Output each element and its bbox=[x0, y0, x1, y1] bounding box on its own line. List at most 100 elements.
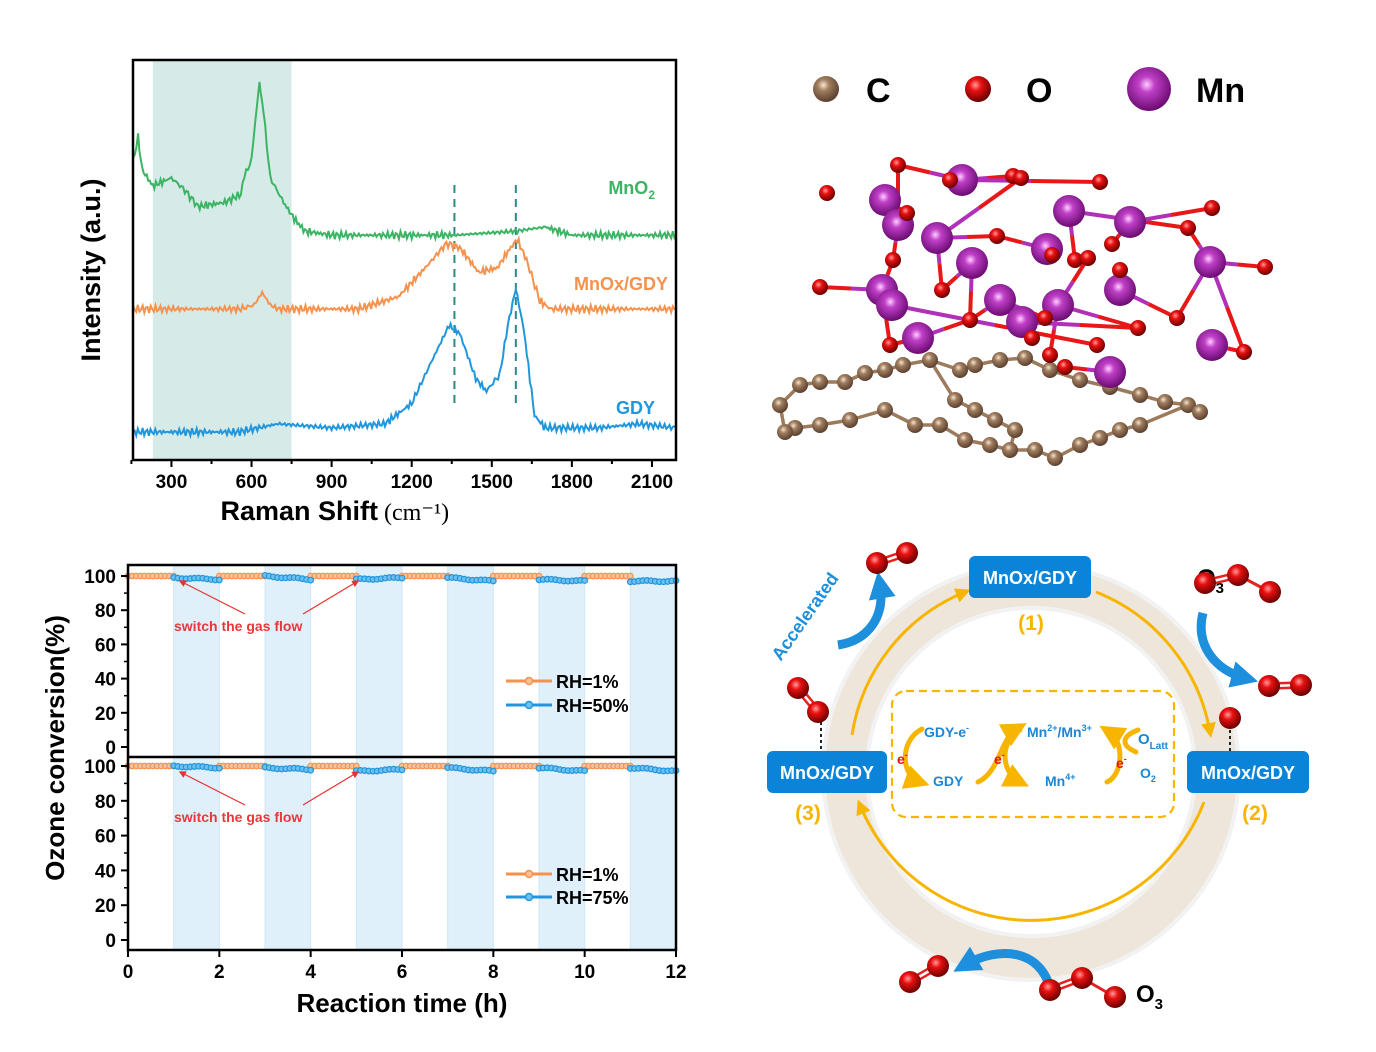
gdy-e-label: GDY-e bbox=[924, 724, 966, 740]
c-c-bond bbox=[1139, 403, 1189, 427]
inner-labels: GDY-e- GDY Mn2+/Mn3+ Mn4+ OLatt O2 e- e-… bbox=[897, 723, 1169, 789]
legend-marker bbox=[524, 700, 534, 710]
legend-marker bbox=[524, 869, 534, 879]
raman-chart: 300 600 900 1200 1500 1800 2100 Intensity (a.u… bbox=[76, 58, 678, 526]
flow-arrow-1-to-2 bbox=[1095, 590, 1216, 738]
y-tick-label: 100 bbox=[84, 567, 116, 588]
svg-text:GDY-e-: GDY-e- bbox=[924, 723, 969, 740]
carbon-atom bbox=[1072, 437, 1088, 453]
oxygen-atom bbox=[1042, 347, 1058, 363]
manganese-atom-icon bbox=[1127, 67, 1171, 111]
series-label-0: MnO2 bbox=[608, 178, 655, 202]
oxygen-atom bbox=[1258, 675, 1280, 697]
manganese-atom bbox=[1094, 356, 1126, 388]
legend-label: RH=1% bbox=[556, 672, 619, 692]
oxygen-atom bbox=[866, 552, 888, 574]
oxygen-atom bbox=[1169, 310, 1185, 326]
carbon-atom bbox=[922, 352, 938, 368]
svg-text:OLatt: OLatt bbox=[1138, 731, 1169, 752]
carbon-atom bbox=[1072, 372, 1088, 388]
x-tick-label: 600 bbox=[236, 472, 268, 493]
y-tick-label: 0 bbox=[105, 738, 116, 759]
carbon-atom bbox=[1157, 394, 1173, 410]
carbon-atom bbox=[812, 374, 828, 390]
data-point bbox=[626, 572, 634, 580]
oxygen-atom bbox=[927, 955, 949, 977]
ozone-y-label: Ozone conversion(%) bbox=[40, 615, 70, 881]
y-tick-label: 60 bbox=[95, 635, 116, 656]
carbon-atom bbox=[837, 374, 853, 390]
step-2-number: (2) bbox=[1242, 802, 1268, 825]
data-point bbox=[307, 766, 315, 774]
carbon-atom-icon bbox=[813, 76, 839, 102]
state-1-box: MnOx/GDY bbox=[969, 556, 1091, 598]
data-point bbox=[307, 576, 315, 584]
spectrum-gdy bbox=[132, 286, 677, 440]
oxygen-atom bbox=[1180, 220, 1196, 236]
state-3-label: MnOx/GDY bbox=[780, 763, 874, 783]
carbon-atom bbox=[947, 392, 963, 408]
reaction-arrows bbox=[837, 571, 1259, 990]
carbon-atom bbox=[1112, 422, 1128, 438]
o2-label: O bbox=[1140, 765, 1151, 781]
legend-marker bbox=[524, 892, 534, 902]
mn-o-bond bbox=[1225, 306, 1246, 353]
x-tick-label: 1800 bbox=[551, 472, 593, 493]
x-tick-label: 1500 bbox=[471, 472, 513, 493]
oxygen-atom bbox=[1130, 320, 1146, 336]
oxygen-atom bbox=[1259, 581, 1281, 603]
oxygen-atom bbox=[1071, 967, 1093, 989]
state-1-label: MnOx/GDY bbox=[983, 568, 1077, 588]
o3-sub-bottom: 3 bbox=[1155, 996, 1163, 1013]
oxygen-atom bbox=[1039, 979, 1061, 1001]
data-point bbox=[581, 577, 589, 584]
olatt-sub: Latt bbox=[1150, 741, 1169, 752]
y-tick-label: 80 bbox=[95, 792, 116, 813]
svg-text:Mn2+/Mn3+: Mn2+/Mn3+ bbox=[1027, 723, 1092, 740]
svg-text:e-: e- bbox=[994, 750, 1005, 767]
oxygen-atom bbox=[1194, 572, 1216, 594]
manganese-atom bbox=[1196, 329, 1228, 361]
oxygen-atom bbox=[942, 172, 958, 188]
legend-carbon-label: C bbox=[866, 72, 891, 110]
carbon-atom bbox=[842, 412, 858, 428]
o3-label-bottom: O3 bbox=[1136, 981, 1163, 1013]
x-tick-label: 2 bbox=[214, 962, 225, 983]
legend-marker bbox=[524, 676, 534, 686]
raman-x-label: Raman Shift bbox=[220, 496, 378, 526]
o3-decomposition-arrow bbox=[1196, 611, 1259, 688]
o2-molecule-released bbox=[1258, 674, 1312, 697]
mn-o-bond bbox=[1030, 179, 1101, 184]
mn-slash: /Mn bbox=[1057, 724, 1081, 740]
manganese-atom bbox=[946, 164, 978, 196]
carbon-atom bbox=[857, 365, 873, 381]
carbon-atom bbox=[877, 402, 893, 418]
accelerated-label: Accelerated bbox=[768, 569, 843, 664]
carbon-atom bbox=[932, 417, 948, 433]
data-point bbox=[489, 577, 497, 585]
electron-3-sup: - bbox=[1124, 754, 1127, 764]
oxygen-atom bbox=[819, 185, 835, 201]
oxygen-atom bbox=[1104, 236, 1120, 252]
o3-sub-top: 3 bbox=[1216, 580, 1224, 597]
carbon-atom bbox=[1132, 387, 1148, 403]
carbon-atom bbox=[772, 397, 788, 413]
step-3-number: (3) bbox=[795, 802, 821, 825]
oxygen-atom bbox=[1290, 674, 1312, 696]
oxygen-atom bbox=[989, 228, 1005, 244]
oxygen-atom bbox=[1204, 200, 1220, 216]
y-tick-label: 80 bbox=[95, 601, 116, 622]
carbon-atom bbox=[1047, 450, 1063, 466]
catalytic-cycle-diagram: MnOx/GDY (1) MnOx/GDY (2) MnOx/GDY (3) G… bbox=[767, 542, 1312, 1013]
data-point bbox=[398, 574, 406, 582]
state-3-box: MnOx/GDY bbox=[767, 751, 887, 793]
x-tick-label: 6 bbox=[397, 962, 408, 983]
oxygen-atom bbox=[1092, 174, 1108, 190]
mn4-label: Mn bbox=[1045, 773, 1065, 789]
carbon-atom bbox=[907, 417, 923, 433]
shaded-region bbox=[152, 60, 292, 460]
data-point bbox=[398, 766, 406, 774]
flow-arrow-3-to-1 bbox=[850, 588, 971, 736]
x-tick-label: 0 bbox=[123, 962, 134, 983]
